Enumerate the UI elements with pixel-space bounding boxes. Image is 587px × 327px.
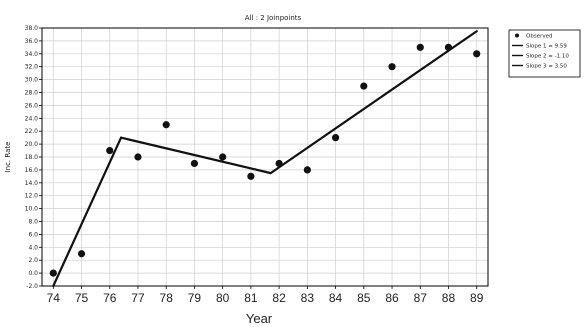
legend-entry-label: Slope 3 = 3.50 [526, 64, 567, 70]
y-tick-label: 2.0 [28, 257, 38, 264]
x-tick-label: 76 [103, 291, 117, 305]
x-tick-label: 83 [301, 291, 315, 305]
y-tick-label: 22.0 [25, 128, 39, 135]
x-tick-label: 77 [131, 291, 145, 305]
y-tick-label: 10.0 [25, 206, 39, 213]
observed-point [388, 63, 396, 71]
observed-point [106, 146, 114, 155]
legend-box [508, 29, 581, 78]
x-tick-label: 89 [470, 291, 484, 305]
observed-points [49, 43, 481, 277]
x-tick-label: 85 [357, 291, 371, 305]
observed-point [331, 134, 340, 142]
trend-segment-2 [119, 136, 272, 175]
observed-point [247, 172, 255, 180]
y-tick-label: 18.0 [25, 154, 39, 161]
x-tick-label: 75 [75, 291, 89, 305]
y-tick-label: 6.0 [28, 231, 38, 238]
legend-entry-label: Slope 1 = 9.59 [526, 44, 567, 50]
y-tick-label: 20.0 [25, 141, 39, 148]
observed-point [444, 43, 453, 51]
legend: Observed Slope 1 = 9.59 Slope 2 = -1.10 Slo… [508, 29, 581, 78]
x-tick-label: 78 [160, 291, 174, 305]
legend-marker-dot [515, 33, 519, 38]
y-tick-label: 0.0 [28, 270, 38, 277]
observed-point [162, 121, 170, 129]
legend-entry-label: Observed [526, 34, 552, 40]
observed-point [303, 166, 311, 174]
x-axis-label: Year [246, 311, 273, 326]
legend-entry-label: Slope 2 = -1.10 [526, 54, 569, 60]
observed-point [360, 82, 368, 90]
x-tick-label: 88 [442, 291, 456, 305]
observed-point [473, 50, 481, 58]
y-tick-label: -2.0 [26, 283, 38, 290]
y-tick-label: 4.0 [28, 244, 38, 251]
x-tick-label: 87 [414, 291, 428, 305]
y-tick-label: 28.0 [25, 90, 39, 97]
x-tick-label: 81 [244, 291, 258, 305]
y-tick-label: 34.0 [25, 51, 39, 58]
observed-point [77, 250, 86, 258]
x-tick-label: 82 [272, 291, 286, 305]
x-tick-label: 79 [188, 291, 202, 305]
y-tick-label: 30.0 [25, 77, 39, 84]
observed-point [190, 159, 199, 168]
y-axis: -2.0 0.0 2.0 4.0 6.0 8.0 10.0 12.0 14.0 16.0 18.0 2… [25, 25, 42, 290]
chart-title: All : 2 Joinpoints [245, 14, 302, 22]
observed-point [275, 159, 283, 168]
y-tick-label: 36.0 [25, 38, 39, 45]
trend-segment-1 [52, 136, 123, 288]
y-tick-label: 8.0 [28, 219, 38, 226]
x-tick-label: 86 [385, 291, 399, 305]
x-tick-label: 80 [216, 291, 230, 305]
grid [42, 27, 488, 287]
y-tick-label: 14.0 [25, 180, 39, 187]
y-axis-label: Inc. Rate [4, 142, 12, 173]
x-tick-label: 84 [329, 291, 343, 305]
observed-point [219, 153, 227, 161]
y-tick-label: 32.0 [25, 64, 39, 71]
trend-lines [52, 30, 478, 288]
observed-point [134, 153, 142, 161]
y-tick-label: 16.0 [25, 167, 39, 174]
observed-point [49, 269, 57, 277]
y-tick-label: 12.0 [25, 193, 39, 200]
y-tick-label: 24.0 [25, 115, 39, 122]
trend-segment-3 [269, 30, 478, 175]
observed-point [416, 43, 424, 51]
y-tick-label: 26.0 [25, 102, 39, 109]
x-tick-label: 74 [47, 291, 61, 305]
y-tick-label: 38.0 [25, 25, 39, 32]
x-axis: 74 75 76 77 78 79 80 81 82 83 84 85 86 87 88 89 [47, 286, 484, 305]
